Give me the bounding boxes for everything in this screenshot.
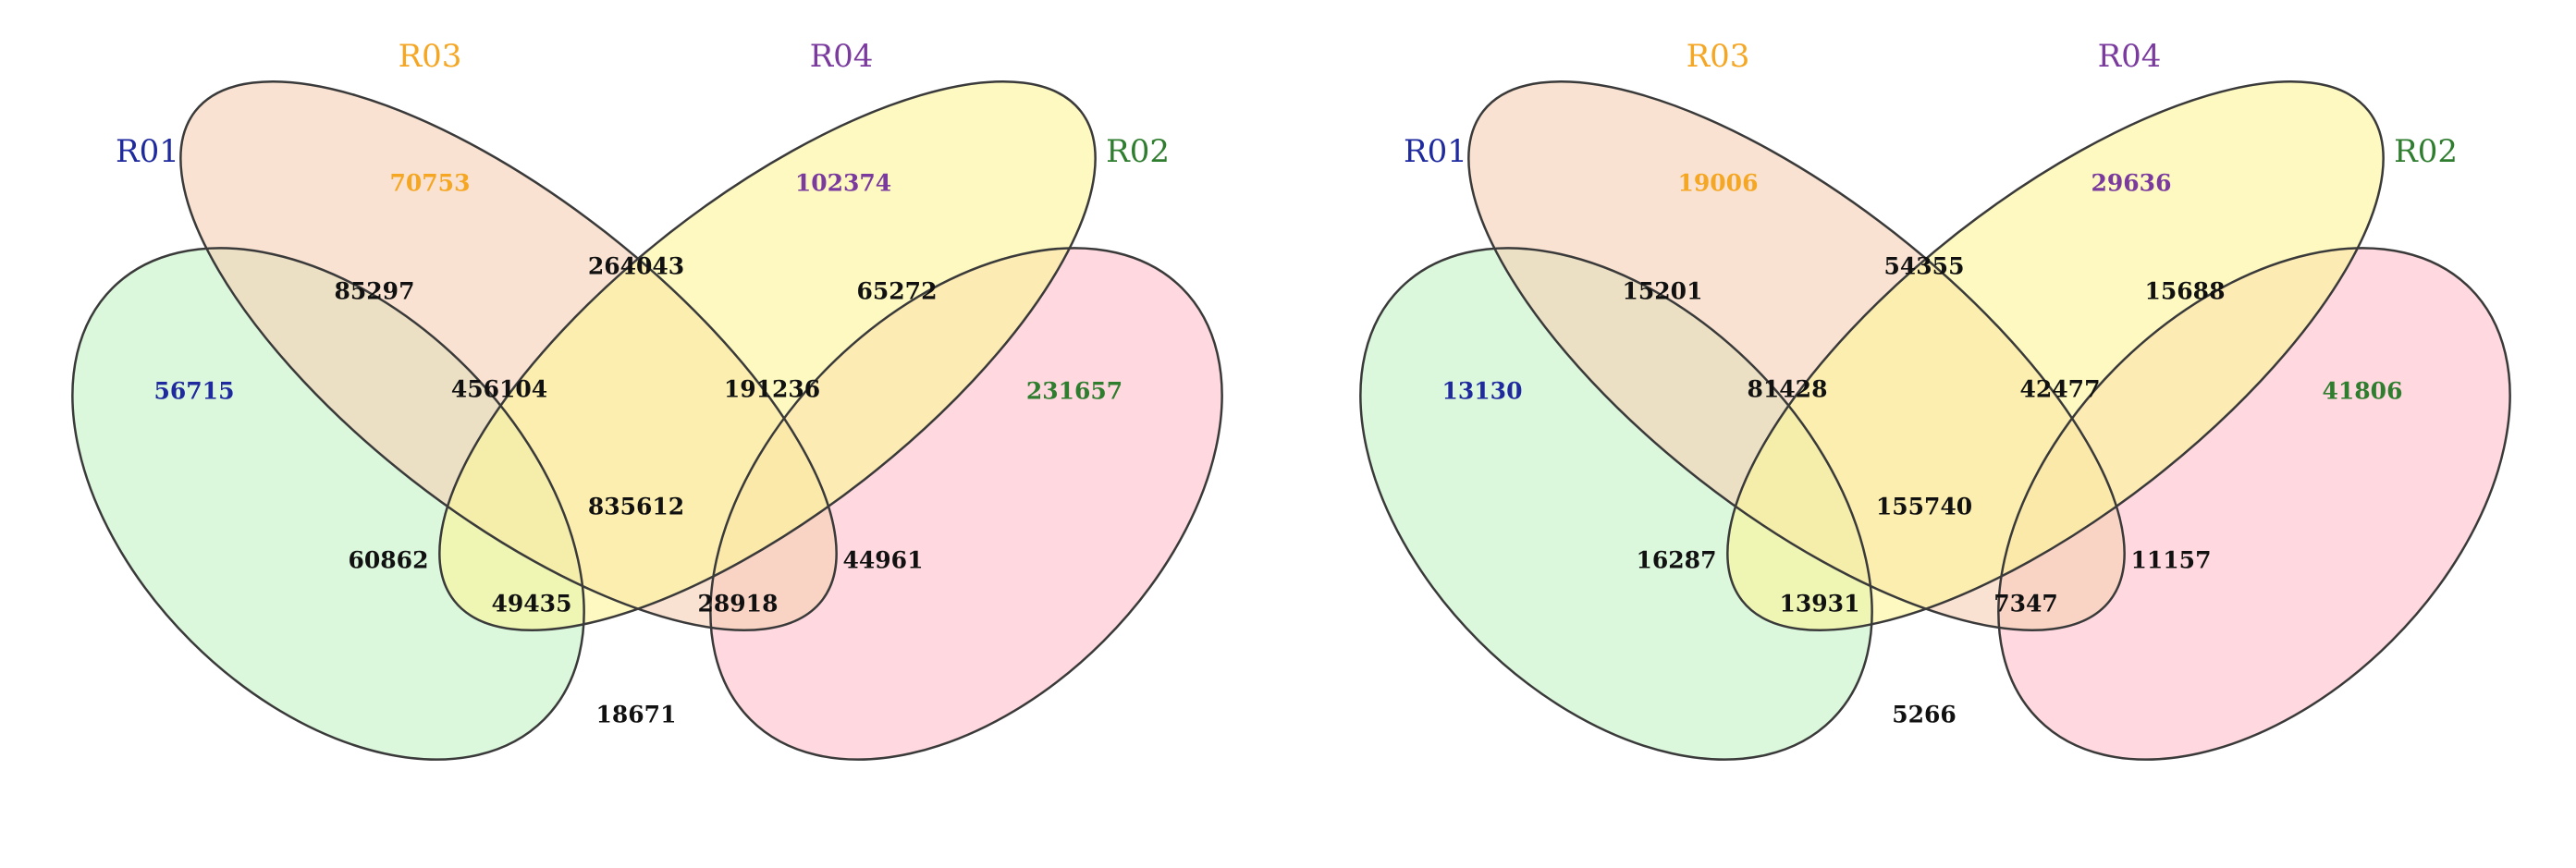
region-count-r03: 70753	[390, 170, 471, 197]
venn-svg-left: R01 R02 R03 R04 56715 231657 70753 102374 85297 2…	[71, 38, 1223, 761]
region-count-r01-r03: 15201	[1623, 278, 1703, 305]
region-count-r03: 19006	[1678, 170, 1759, 197]
venn-svg-right: R01 R02 R03 R04 13130 41806 19006 29636 15201 543…	[1359, 38, 2511, 761]
set-label-r01: R01	[116, 133, 179, 170]
set-r01-outline	[1359, 247, 1873, 761]
set-r04-fill	[439, 81, 1096, 630]
set-label-r01: R01	[1404, 133, 1467, 170]
region-count-r02-r03: 11157	[2131, 547, 2212, 574]
region-count-r01-r02-r03: 7347	[1993, 591, 2058, 617]
set-r01-outline	[71, 247, 585, 761]
region-count-r01-r02: 5266	[1892, 702, 1957, 728]
set-label-r03: R03	[1687, 38, 1750, 75]
region-count-r02: 41806	[2323, 378, 2403, 405]
region-count-r01-r02-r04: 49435	[492, 591, 572, 617]
venn-diagram-left: R01 R02 R03 R04 56715 231657 70753 102374 85297 2…	[71, 38, 1223, 761]
region-count-r01: 13130	[1442, 378, 1523, 405]
region-count-r01-r03-r04: 81428	[1748, 376, 1828, 403]
region-count-r01-r02-r04: 13931	[1780, 591, 1860, 617]
set-r02-outline	[709, 247, 1223, 761]
set-r03-outline	[1467, 80, 2126, 631]
set-label-r02: R02	[2394, 133, 2458, 170]
set-r04-outline	[438, 80, 1097, 631]
region-count-r01-r03: 85297	[335, 278, 415, 305]
region-count-r03-r04: 54355	[1884, 253, 1965, 280]
set-label-r02: R02	[1106, 133, 1170, 170]
set-label-r04: R04	[810, 38, 874, 75]
region-count-r02-r03-r04: 42477	[2020, 376, 2101, 403]
set-r04-outline	[1726, 80, 2385, 631]
region-count-r02-r03-r04: 191236	[724, 376, 820, 403]
region-count-r01-r04: 60862	[349, 547, 429, 574]
region-count-r01-r02: 18671	[596, 702, 677, 728]
region-count-r01-r04: 16287	[1637, 547, 1717, 574]
region-count-r04: 29636	[2091, 170, 2172, 197]
set-r03-outline	[179, 80, 838, 631]
set-r04-fill	[1727, 81, 2384, 630]
region-count-r02-r03: 44961	[843, 547, 924, 574]
region-count-r01-r02-r03-r04: 835612	[588, 494, 684, 520]
region-count-r02-r04: 15688	[2145, 278, 2226, 305]
set-label-r04: R04	[2098, 38, 2162, 75]
region-count-r04: 102374	[795, 170, 891, 197]
region-count-r01-r03-r04: 456104	[451, 376, 547, 403]
region-count-r01-r02-r03: 28918	[698, 591, 779, 617]
region-count-r02: 231657	[1026, 378, 1122, 405]
venn-diagram-right: R01 R02 R03 R04 13130 41806 19006 29636 15201 543…	[1288, 0, 2576, 868]
region-count-r02-r04: 65272	[857, 278, 938, 305]
region-count-r01-r02-r03-r04: 155740	[1876, 494, 1972, 520]
region-count-r03-r04: 264043	[588, 253, 684, 280]
region-count-r01: 56715	[154, 378, 235, 405]
set-label-r03: R03	[399, 38, 462, 75]
set-r02-outline	[1997, 247, 2511, 761]
